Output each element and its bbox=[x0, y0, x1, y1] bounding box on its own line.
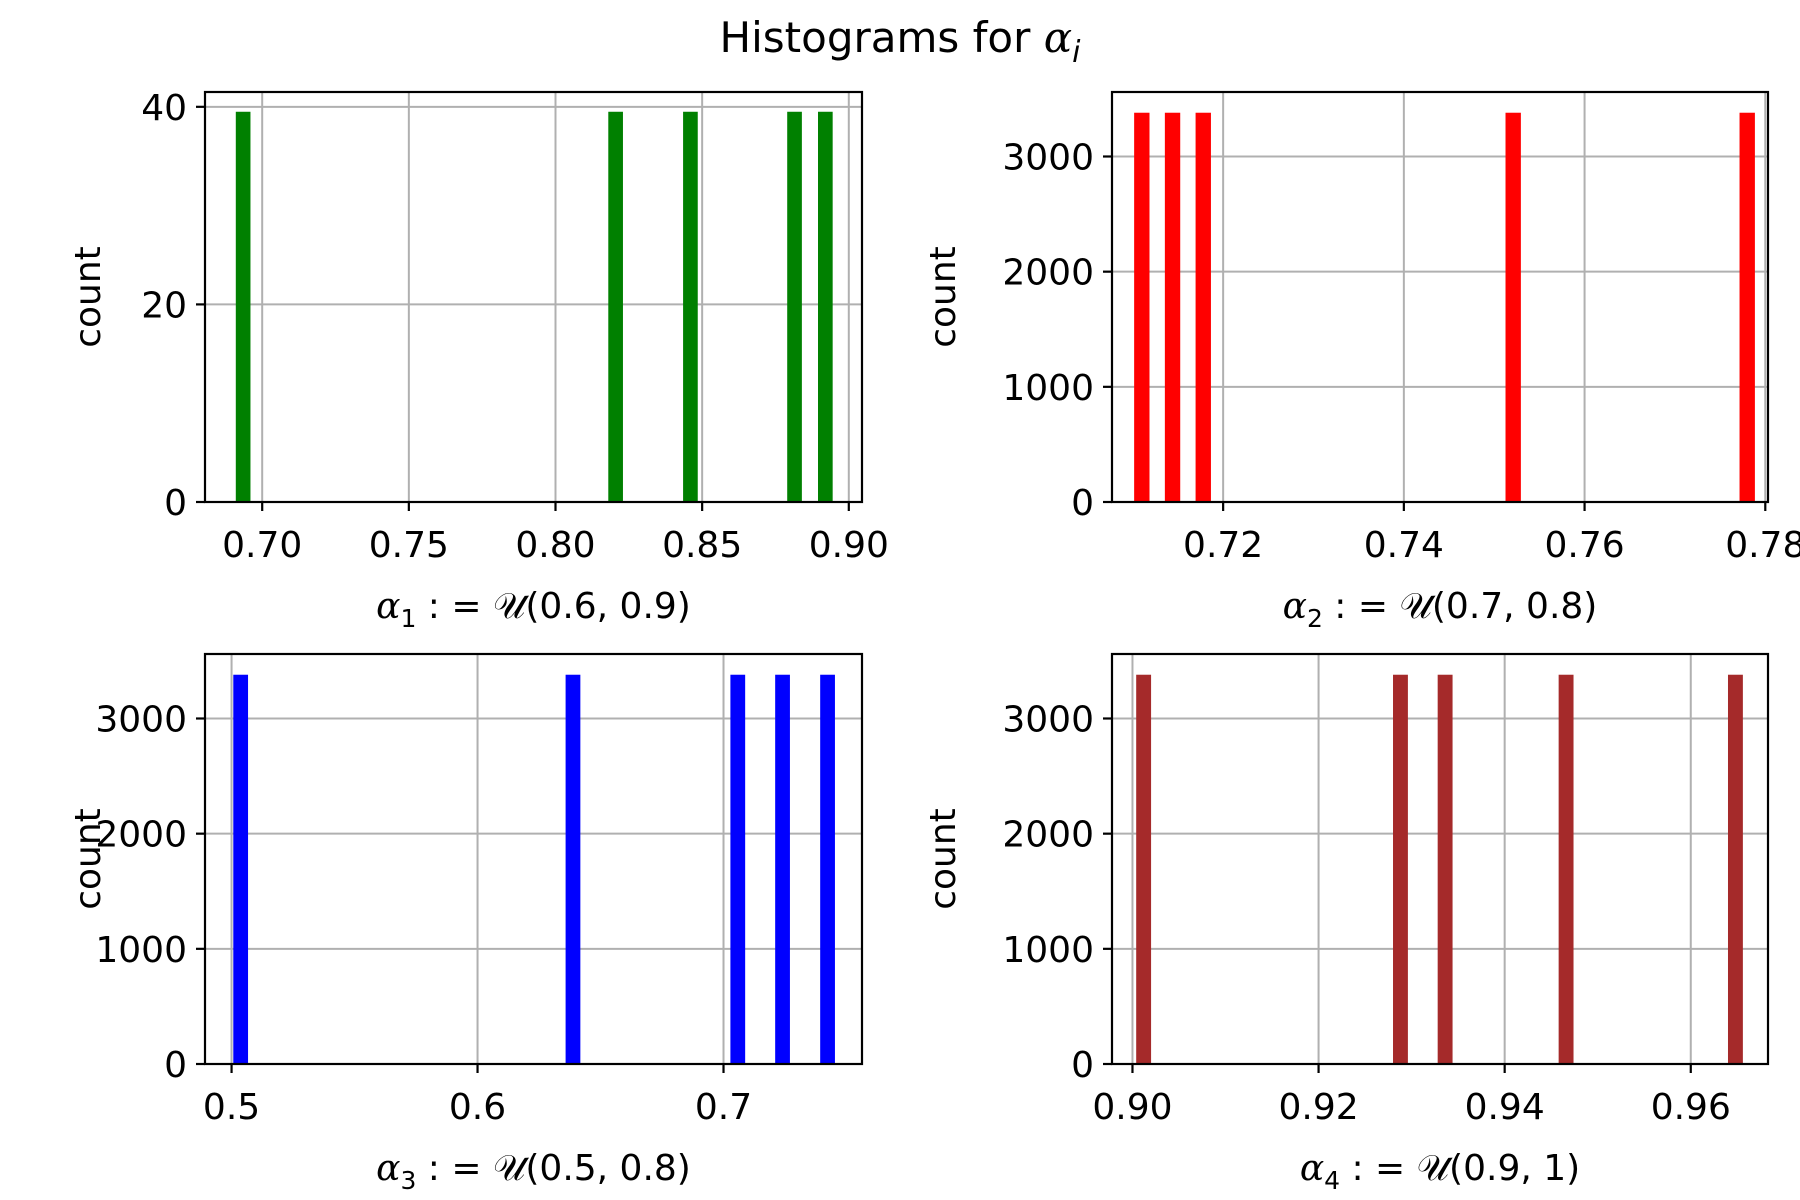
histogram-bar bbox=[565, 674, 581, 1064]
y-tick-label: 1000 bbox=[1002, 930, 1094, 971]
axes-frame bbox=[203, 652, 864, 1066]
x-tick-label: 0.94 bbox=[1465, 1087, 1545, 1128]
histogram-bar bbox=[775, 674, 790, 1064]
x-tick-label: 0.75 bbox=[369, 525, 449, 566]
y-axis-label: count bbox=[923, 246, 964, 348]
panel-alpha-3: 0.5 0.6 0.7 0 1000 2000 3000 count α3 : = 𝒰(0.5,… bbox=[68, 652, 864, 1195]
axes-frame bbox=[203, 90, 864, 504]
x-tick-label: 0.70 bbox=[222, 525, 302, 566]
x-axis-label-definition: : = 𝒰(0.6, 0.9) bbox=[416, 586, 691, 627]
y-tick-label: 3000 bbox=[1002, 699, 1094, 740]
x-axis-label-symbol: α bbox=[376, 1148, 400, 1189]
histogram-bar bbox=[1727, 674, 1743, 1064]
histogram-bar bbox=[820, 674, 835, 1064]
histogram-bar bbox=[1195, 112, 1211, 502]
histogram-bar bbox=[1505, 112, 1521, 502]
histogram-bar bbox=[233, 674, 249, 1064]
axes-frame bbox=[1110, 90, 1770, 504]
x-tick-label: 0.7 bbox=[695, 1087, 752, 1128]
histogram-bar bbox=[1437, 674, 1453, 1064]
x-axis-label-index: 4 bbox=[1324, 1166, 1340, 1195]
histogram-bar bbox=[1136, 674, 1152, 1064]
panel-alpha-4: 0.90 0.92 0.94 0.96 0 1000 2000 3000 count α4 : =… bbox=[923, 652, 1770, 1195]
x-axis-label-index: 1 bbox=[400, 604, 416, 633]
y-tick-label: 0 bbox=[164, 1045, 187, 1086]
y-tick-label: 1000 bbox=[95, 930, 187, 971]
x-axis-label: α3 : = 𝒰(0.5, 0.8) bbox=[376, 1148, 691, 1195]
x-tick-label: 0.85 bbox=[662, 525, 742, 566]
x-tick-label: 0.78 bbox=[1725, 525, 1800, 566]
axes-frame bbox=[1110, 652, 1770, 1066]
x-axis-label-symbol: α bbox=[1283, 586, 1307, 627]
y-axis-label: count bbox=[68, 808, 109, 910]
y-axis-label: count bbox=[68, 246, 109, 348]
y-axis-label: count bbox=[923, 808, 964, 910]
x-tick-label: 0.92 bbox=[1278, 1087, 1358, 1128]
x-axis-label: α4 : = 𝒰(0.9, 1) bbox=[1300, 1148, 1580, 1195]
histogram-bar bbox=[1164, 112, 1181, 502]
x-tick-label: 0.72 bbox=[1183, 525, 1263, 566]
x-tick-label: 0.80 bbox=[515, 525, 595, 566]
x-tick-label: 0.90 bbox=[809, 525, 889, 566]
y-tick-label: 3000 bbox=[1002, 137, 1094, 178]
histogram-bar bbox=[1558, 674, 1574, 1064]
figure-title-prefix: Histograms for bbox=[720, 13, 1044, 62]
histogram-bar bbox=[1739, 112, 1755, 502]
figure-title-subscript: i bbox=[1072, 35, 1081, 70]
x-axis-label-symbol: α bbox=[1300, 1148, 1324, 1189]
x-tick-label: 0.6 bbox=[449, 1087, 506, 1128]
x-axis-label-index: 3 bbox=[400, 1166, 416, 1195]
histogram-bar bbox=[608, 111, 623, 502]
y-tick-label: 0 bbox=[1071, 1045, 1094, 1086]
histogram-bar bbox=[787, 111, 802, 502]
x-tick-label: 0.74 bbox=[1364, 525, 1444, 566]
histogram-bar bbox=[1393, 674, 1408, 1064]
x-tick-label: 0.76 bbox=[1544, 525, 1624, 566]
y-tick-label: 3000 bbox=[95, 699, 187, 740]
y-tick-label: 2000 bbox=[95, 815, 187, 856]
panel-alpha-2: 0.72 0.74 0.76 0.78 0 1000 2000 3000 count α2 : =… bbox=[923, 90, 1800, 633]
histogram-bar bbox=[818, 111, 833, 502]
histogram-bar bbox=[730, 674, 746, 1064]
histogram-bar bbox=[235, 111, 251, 502]
y-tick-label: 2000 bbox=[1002, 815, 1094, 856]
y-tick-label: 20 bbox=[141, 285, 187, 326]
y-tick-label: 2000 bbox=[1002, 253, 1094, 294]
histogram-bar bbox=[683, 111, 698, 502]
x-tick-label: 0.90 bbox=[1092, 1087, 1172, 1128]
x-axis-label-index: 2 bbox=[1307, 604, 1323, 633]
x-axis-label-definition: : = 𝒰(0.7, 0.8) bbox=[1323, 586, 1598, 627]
y-tick-label: 0 bbox=[1071, 483, 1094, 524]
x-axis-label: α1 : = 𝒰(0.6, 0.9) bbox=[376, 586, 691, 633]
figure-title: Histograms for αi bbox=[720, 13, 1082, 70]
x-axis-label-definition: : = 𝒰(0.9, 1) bbox=[1340, 1148, 1580, 1189]
x-tick-label: 0.96 bbox=[1651, 1087, 1731, 1128]
x-axis-label: α2 : = 𝒰(0.7, 0.8) bbox=[1283, 586, 1598, 633]
figure-title-symbol: α bbox=[1044, 13, 1072, 62]
panel-alpha-1: 0.70 0.75 0.80 0.85 0.90 0 20 40 count α1 : = 𝒰(0… bbox=[68, 88, 889, 633]
y-tick-label: 40 bbox=[141, 88, 187, 129]
y-tick-label: 0 bbox=[164, 483, 187, 524]
histogram-bar bbox=[1134, 112, 1150, 502]
x-axis-label-symbol: α bbox=[376, 586, 400, 627]
x-axis-label-definition: : = 𝒰(0.5, 0.8) bbox=[416, 1148, 691, 1189]
y-tick-label: 1000 bbox=[1002, 368, 1094, 409]
x-tick-label: 0.5 bbox=[203, 1087, 260, 1128]
